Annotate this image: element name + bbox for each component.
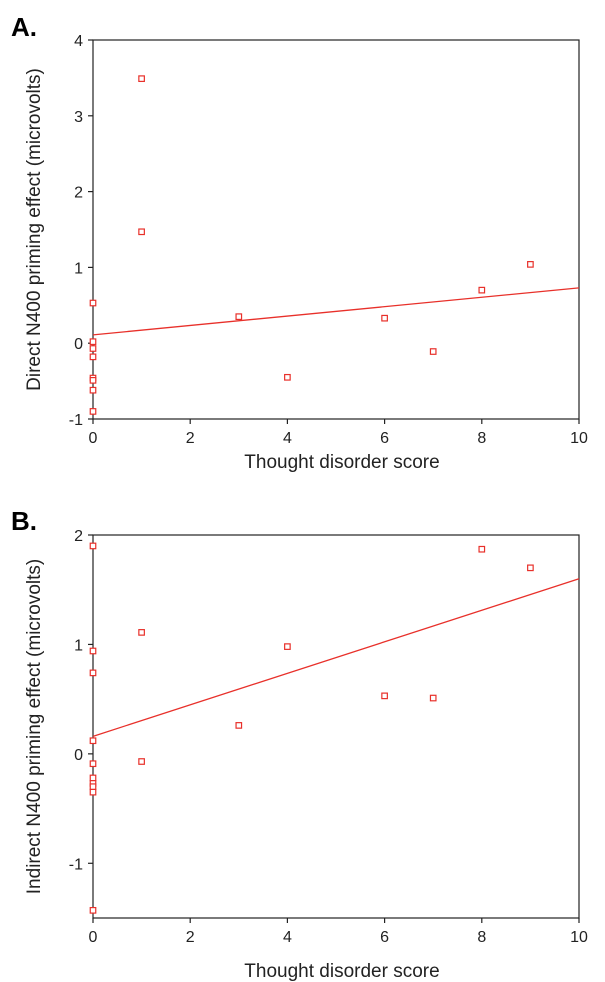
panel-a-data-point <box>478 286 486 294</box>
panel-b-plot-frame <box>92 534 580 919</box>
panel-b-data-point <box>89 788 97 796</box>
panel-a-data-point <box>89 338 97 346</box>
panel-a-y-tick-label: 4 <box>74 33 83 50</box>
panel-b-x-tick-label: 0 <box>89 929 98 946</box>
panel-b-data-point <box>478 545 486 553</box>
panel-a-data-point <box>89 376 97 384</box>
panel-b-y-axis-title: Indirect N400 priming effect (microvolts… <box>24 559 45 894</box>
panel-b-data-point <box>89 737 97 745</box>
panel-a-data-point <box>89 345 97 352</box>
panel-a-data-point <box>138 75 145 83</box>
panel-a-letter: A. <box>11 12 37 42</box>
panel-b-data-point <box>89 760 97 768</box>
panel-b-y-tick-label: 0 <box>74 747 83 764</box>
panel-a-plot-frame <box>92 39 580 420</box>
panel-a-data-point <box>89 386 97 394</box>
panel-a-x-axis-title: Thought disorder score <box>244 452 439 473</box>
panel-a-y-axis-title: Direct N400 priming effect (microvolts) <box>24 68 45 391</box>
panel-b-data-point <box>235 722 243 729</box>
panel-b-x-tick-label: 4 <box>283 929 292 946</box>
panel-a-y-tick-label: -1 <box>69 412 83 429</box>
panel-b-data-point <box>138 629 145 636</box>
panel-b-data-point <box>89 774 97 782</box>
panel-a-data-point <box>284 373 291 381</box>
panel-a-y-tick-label: 1 <box>74 260 83 277</box>
panel-b-data-point <box>89 669 97 677</box>
panel-b-x-axis-title: Thought disorder score <box>244 961 439 982</box>
panel-b-data-point <box>381 692 388 700</box>
panel-b-x-tick-label: 10 <box>570 929 588 946</box>
panel-b-data-point <box>89 906 97 914</box>
panel-b-x-tick-label: 8 <box>477 929 486 946</box>
panel-a-x-tick-label: 6 <box>380 430 389 447</box>
panel-b-data-point <box>429 694 437 702</box>
panel-b-y-tick-label: 2 <box>74 528 83 545</box>
panel-a-data-point <box>89 353 97 361</box>
panel-a-data-point <box>235 313 243 321</box>
panel-a-data-point <box>138 228 145 236</box>
panel-b-x-tick-label: 2 <box>186 929 195 946</box>
panel-a-y-tick-label: 2 <box>74 185 83 202</box>
panel-a-y-tick-label: 3 <box>74 109 83 126</box>
panel-a-x-tick-label: 8 <box>477 430 486 447</box>
panel-b-y-tick-label: 1 <box>74 637 83 654</box>
panel-b-data-point <box>284 643 291 650</box>
panel-a-x-tick-label: 4 <box>283 430 292 447</box>
panel-a-y-tick-label: 0 <box>74 336 83 353</box>
panel-b-data-point <box>138 758 145 765</box>
panel-b-data-point <box>527 564 534 572</box>
panel-b-data-point <box>89 783 97 791</box>
panel-a-data-point <box>89 408 97 415</box>
panel-b-data-point <box>89 542 97 550</box>
panel-b-letter: B. <box>11 506 37 536</box>
panel-a-x-tick-label: 2 <box>186 430 195 447</box>
panel-b-data-point <box>89 647 97 655</box>
panel-b-regression-line <box>92 578 580 737</box>
panel-a-data-point <box>89 299 97 307</box>
panel-a-data-point <box>381 314 388 322</box>
panel-a-x-tick-label: 0 <box>89 430 98 447</box>
panel-b-y-tick-label: -1 <box>69 856 83 873</box>
panel-b-x-tick-label: 6 <box>380 929 389 946</box>
panel-a-x-tick-label: 10 <box>570 430 588 447</box>
panel-a-regression-line <box>92 287 580 336</box>
panel-a-data-point <box>527 261 534 268</box>
panel-a-data-point <box>429 348 437 355</box>
